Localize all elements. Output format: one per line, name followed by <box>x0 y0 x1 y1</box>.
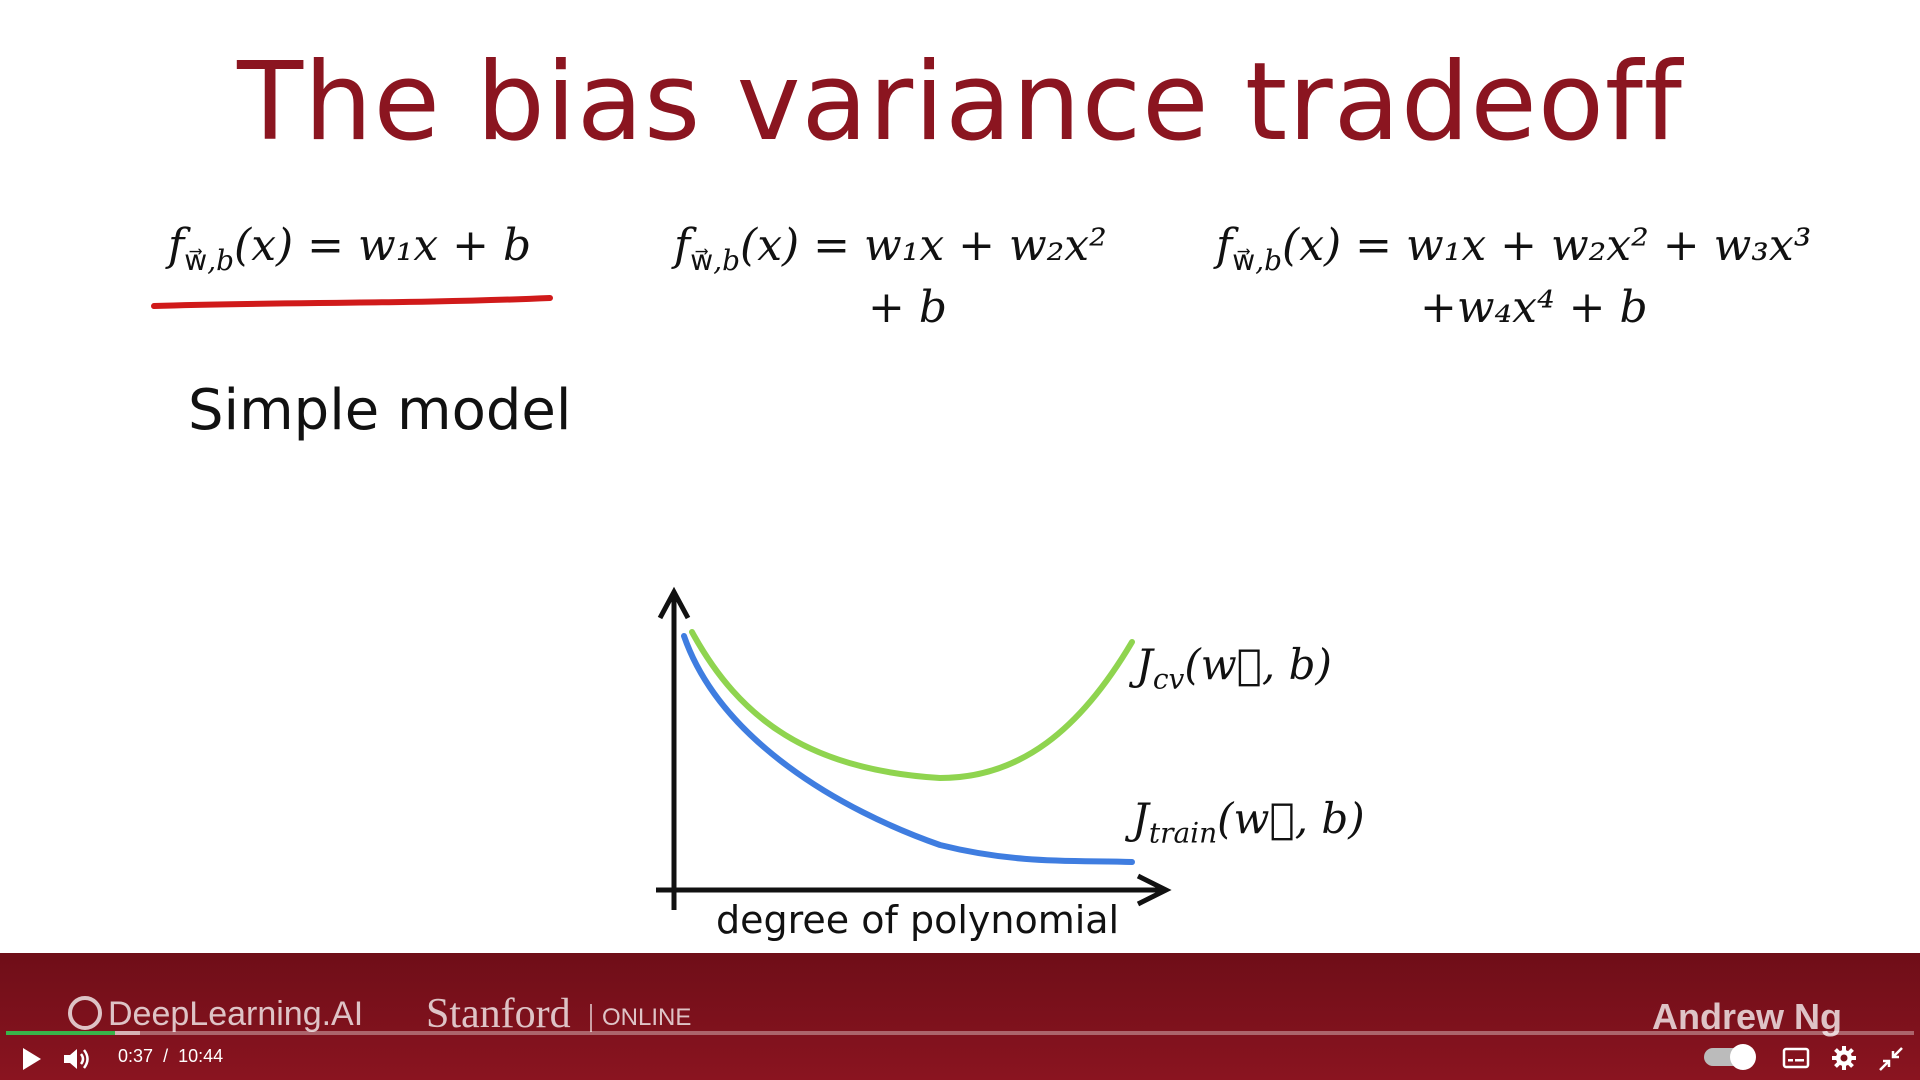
cv-curve <box>689 629 1135 782</box>
y-axis-arrow <box>657 586 691 620</box>
train-curve <box>681 633 1135 865</box>
train-label-sub: train <box>1148 816 1218 850</box>
exit-fullscreen-icon[interactable] <box>1878 1046 1904 1072</box>
deeplearning-ai-logo: DeepLearning.AI <box>68 995 363 1034</box>
subtitles-icon[interactable] <box>1782 1046 1810 1070</box>
settings-gear-icon[interactable] <box>1830 1044 1858 1072</box>
train-cost-label: Jtrain(w⃗, b) <box>1132 794 1365 849</box>
equation-quadratic-rhs: = w₁x + w₂x² <box>813 220 1107 271</box>
deeplearning-ai-icon <box>68 996 102 1030</box>
player-controls <box>0 1040 1920 1080</box>
duration: 10:44 <box>178 1046 224 1066</box>
cv-cost-label: Jcv(w⃗, b) <box>1136 640 1332 695</box>
play-icon[interactable] <box>20 1046 44 1072</box>
time-display: 0:37 / 10:44 <box>118 1046 223 1067</box>
cv-label-main: J <box>1136 640 1153 689</box>
branding-bar <box>0 953 1920 1080</box>
volume-icon[interactable] <box>62 1046 92 1072</box>
progress-played <box>6 1031 115 1035</box>
equation-linear: fw⃗,b(x) = w₁x + b <box>168 220 532 277</box>
train-label-args: (w⃗, b) <box>1217 794 1365 843</box>
presenter-name: Andrew Ng <box>1651 996 1842 1037</box>
red-underline <box>151 295 553 309</box>
x-axis-arrow <box>1136 873 1172 907</box>
slide: The bias variance tradeoff fw⃗,b(x) = w₁… <box>151 40 1812 942</box>
bias-variance-plot <box>656 586 1172 910</box>
stanford-logo: Stanford <box>426 991 571 1037</box>
autoplay-toggle-knob[interactable] <box>1730 1044 1756 1070</box>
equation-quadratic-line2: + b <box>868 282 948 333</box>
current-time: 0:37 <box>118 1046 154 1066</box>
train-label-main: J <box>1132 794 1149 843</box>
equation-linear-rhs: = w₁x + b <box>307 220 532 271</box>
equation-quartic-line2: +w₄x⁴ + b <box>1420 282 1648 333</box>
equation-quadratic: fw⃗,b(x) = w₁x + w₂x² <box>674 220 1107 277</box>
time-separator: / <box>163 1046 169 1066</box>
equation-quartic-rhs: = w₁x + w₂x² + w₃x³ <box>1355 220 1812 271</box>
simple-model-caption: Simple model <box>188 378 572 443</box>
cv-label-args: (w⃗, b) <box>1184 640 1332 689</box>
deeplearning-ai-text: DeepLearning.AI <box>108 995 364 1033</box>
slide-title: The bias variance tradeoff <box>237 40 1683 165</box>
cv-label-sub: cv <box>1152 662 1185 696</box>
stanford-online-text: ONLINE <box>590 1004 691 1032</box>
equation-quartic: fw⃗,b(x) = w₁x + w₂x² + w₃x³ <box>1216 220 1812 277</box>
x-axis-label: degree of polynomial <box>716 898 1120 942</box>
video-progress-bar[interactable] <box>6 1031 1914 1035</box>
